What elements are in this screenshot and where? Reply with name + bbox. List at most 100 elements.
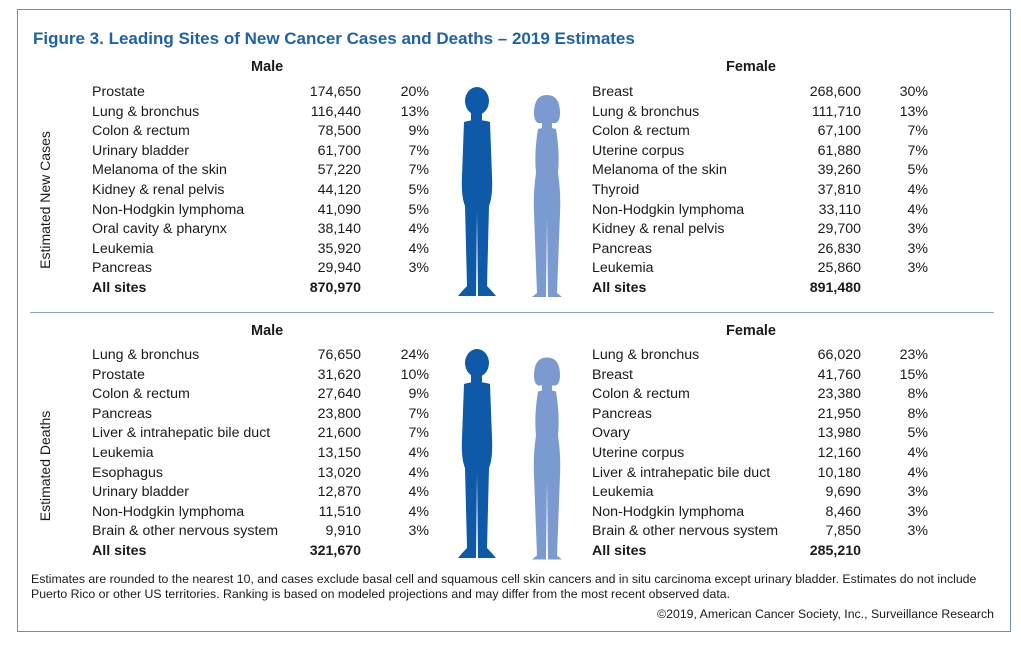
row-percent: 24% <box>400 347 429 363</box>
row-count: 8,460 <box>825 503 861 520</box>
total-value: 870,970 <box>309 280 361 296</box>
row-percent: 30% <box>899 84 928 100</box>
row-site: Pancreas <box>92 405 152 422</box>
row-percent: 9% <box>408 123 429 140</box>
row-count: 35,920 <box>317 240 361 257</box>
row-count: 13,980 <box>817 425 861 442</box>
row-percent: 4% <box>408 221 429 238</box>
row-site: Non-Hodgkin lymphoma <box>592 201 745 218</box>
row-percent: 9% <box>408 386 429 403</box>
new-cases-male-heading: Male <box>251 59 284 75</box>
new-cases-female-heading: Female <box>726 59 776 75</box>
row-site: Colon & rectum <box>92 123 190 140</box>
row-count: 13,020 <box>317 464 361 481</box>
row-site: Prostate <box>92 84 145 100</box>
row-site: Pancreas <box>92 260 152 277</box>
row-site: Pancreas <box>592 240 652 257</box>
row-count: 31,620 <box>317 366 361 383</box>
row-site: Breast <box>592 84 634 100</box>
side-label-new-cases: Estimated New Cases <box>37 131 53 269</box>
row-count: 9,690 <box>825 484 861 501</box>
row-site: Colon & rectum <box>592 386 690 403</box>
row-site: Oral cavity & pharynx <box>92 221 227 238</box>
row-percent: 4% <box>907 464 928 481</box>
row-percent: 20% <box>400 84 429 100</box>
row-count: 66,020 <box>817 347 861 363</box>
row-count: 21,950 <box>817 405 861 422</box>
row-percent: 3% <box>907 503 928 520</box>
row-count: 7,850 <box>825 523 861 540</box>
deaths-male-heading: Male <box>251 323 284 339</box>
row-site: Pancreas <box>592 405 652 422</box>
row-site: Lung & bronchus <box>592 103 700 120</box>
row-site: Liver & intrahepatic bile duct <box>92 425 271 442</box>
male-silhouette-icon <box>458 349 496 558</box>
total-label: All sites <box>592 543 647 559</box>
row-count: 26,830 <box>817 240 861 257</box>
row-count: 37,810 <box>817 182 861 198</box>
row-count: 116,440 <box>310 103 361 120</box>
row-count: 61,880 <box>817 142 861 159</box>
figure-title: Figure 3. Leading Sites of New Cancer Ca… <box>33 29 635 48</box>
row-percent: 3% <box>907 523 928 540</box>
total-label: All sites <box>592 280 647 296</box>
row-site: Leukemia <box>592 260 654 277</box>
row-site: Leukemia <box>92 445 154 461</box>
row-percent: 23% <box>899 347 928 363</box>
row-percent: 5% <box>907 425 928 442</box>
section-divider <box>30 312 994 313</box>
row-site: Kidney & renal pelvis <box>592 221 725 238</box>
row-site: Non-Hodgkin lymphoma <box>592 503 745 520</box>
row-percent: 7% <box>408 142 429 159</box>
row-site: Esophagus <box>92 464 163 481</box>
row-site: Ovary <box>592 425 630 442</box>
row-site: Thyroid <box>592 182 640 198</box>
total-value: 285,210 <box>809 543 861 559</box>
row-site: Uterine corpus <box>592 142 685 159</box>
side-label-deaths: Estimated Deaths <box>37 410 53 522</box>
row-percent: 5% <box>408 182 429 198</box>
row-percent: 4% <box>408 503 429 520</box>
total-value: 891,480 <box>809 280 861 296</box>
row-count: 13,150 <box>317 445 361 461</box>
row-percent: 4% <box>408 484 429 501</box>
row-count: 12,870 <box>317 484 361 501</box>
row-site: Lung & bronchus <box>92 347 200 363</box>
row-site: Melanoma of the skin <box>92 162 227 179</box>
row-count: 29,940 <box>317 260 361 277</box>
row-count: 27,640 <box>317 386 361 403</box>
row-count: 67,100 <box>817 123 861 140</box>
row-percent: 4% <box>907 182 928 198</box>
male-silhouette-icon <box>458 87 496 296</box>
row-percent: 15% <box>899 366 928 383</box>
row-count: 41,090 <box>317 201 361 218</box>
row-site: Colon & rectum <box>592 123 690 140</box>
row-site: Prostate <box>92 366 145 383</box>
row-count: 23,800 <box>317 405 361 422</box>
row-percent: 7% <box>408 425 429 442</box>
total-value: 321,670 <box>309 543 361 559</box>
row-percent: 8% <box>907 386 928 403</box>
row-percent: 7% <box>408 162 429 179</box>
row-percent: 3% <box>907 260 928 277</box>
row-percent: 7% <box>408 405 429 422</box>
row-count: 57,220 <box>317 162 361 179</box>
row-percent: 7% <box>907 142 928 159</box>
row-count: 44,120 <box>317 182 361 198</box>
row-percent: 4% <box>408 445 429 461</box>
row-count: 78,500 <box>317 123 361 140</box>
row-site: Kidney & renal pelvis <box>92 182 225 198</box>
copyright-credit: ©2019, American Cancer Society, Inc., Su… <box>657 607 994 621</box>
row-percent: 13% <box>899 103 928 120</box>
row-percent: 4% <box>907 201 928 218</box>
row-site: Lung & bronchus <box>592 347 700 363</box>
row-site: Liver & intrahepatic bile duct <box>592 464 771 481</box>
row-count: 12,160 <box>817 445 861 461</box>
row-percent: 4% <box>907 445 928 461</box>
row-percent: 4% <box>408 464 429 481</box>
row-percent: 7% <box>907 123 928 140</box>
row-percent: 3% <box>907 484 928 501</box>
row-count: 38,140 <box>317 221 361 238</box>
row-site: Melanoma of the skin <box>592 162 727 179</box>
total-label: All sites <box>92 280 147 296</box>
